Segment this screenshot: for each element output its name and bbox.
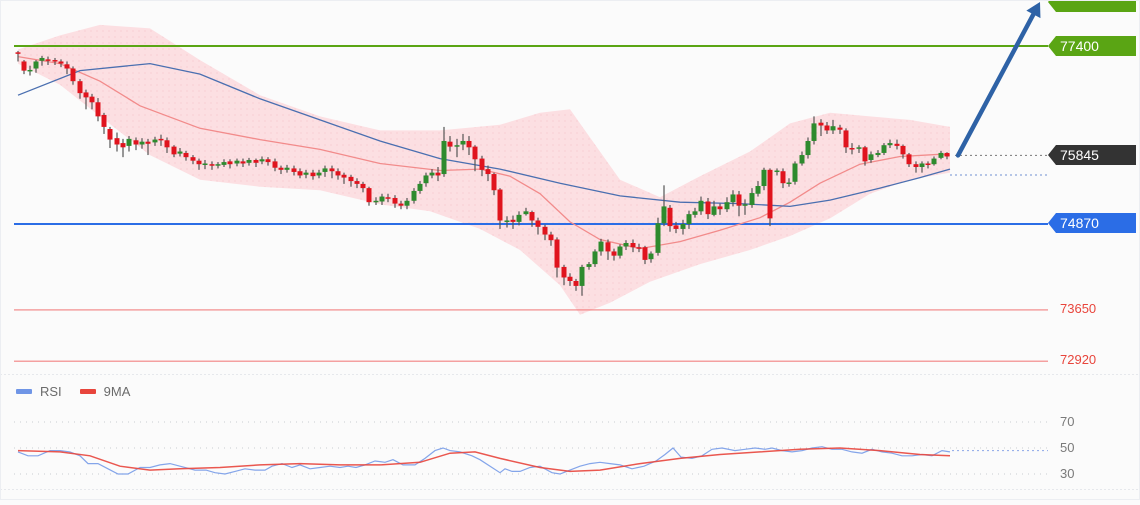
support-level-1-label: 73650 — [1060, 301, 1097, 316]
rsi-panel — [14, 421, 1048, 475]
legend-9ma-label: 9MA — [103, 384, 131, 399]
pivot-level-value: 74870 — [1060, 215, 1099, 231]
ma-swatch-icon — [79, 389, 96, 394]
legend-rsi-label: RSI — [40, 384, 62, 399]
resistance-level-value: 77400 — [1060, 38, 1099, 54]
rsi-tick-50: 50 — [1060, 440, 1075, 455]
trend-arrow — [955, 2, 1041, 158]
moving-averages — [17, 55, 951, 250]
resistance-level-tag: 77400 — [1048, 36, 1136, 56]
legend-item-rsi[interactable]: RSI — [16, 384, 62, 399]
legend-item-9ma[interactable]: 9MA — [79, 384, 131, 399]
level-lines — [14, 0, 1140, 362]
current-price-value: 75845 — [1060, 147, 1099, 163]
rsi-tick-70: 70 — [1060, 414, 1075, 429]
target-level-tag — [1048, 0, 1136, 12]
rsi-tick-30: 30 — [1060, 466, 1075, 481]
rsi-legend: RSI 9MA — [16, 384, 130, 399]
candlesticks — [15, 50, 950, 296]
pivot-level-tag: 74870 — [1048, 213, 1136, 233]
rsi-swatch-icon — [16, 389, 32, 394]
support-level-2-label: 72920 — [1060, 352, 1097, 367]
current-price-tag: 75845 — [1048, 145, 1136, 165]
